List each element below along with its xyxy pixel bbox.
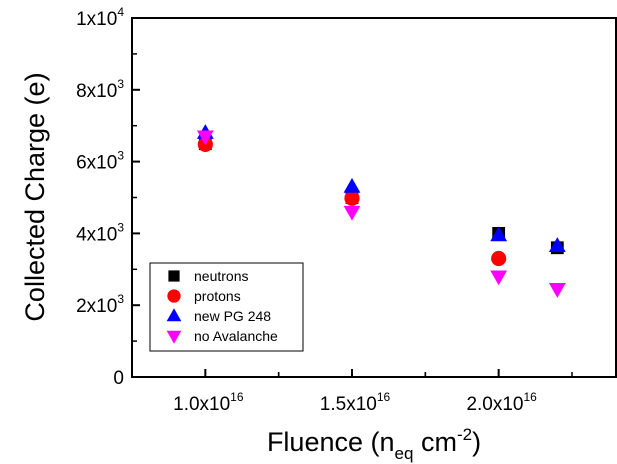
x-tick-label: 1.0x1016 bbox=[173, 390, 244, 415]
y-tick-label: 4x103 bbox=[76, 220, 124, 245]
data-point bbox=[548, 237, 566, 252]
legend-marker bbox=[166, 308, 182, 322]
x-axis: 1.0x1016 1.5x1016 2.0x1016 bbox=[173, 369, 573, 415]
legend-label: protons bbox=[194, 288, 241, 304]
series-neutrons bbox=[198, 137, 564, 255]
series-new-pg-248 bbox=[196, 124, 566, 252]
series-protons bbox=[197, 136, 507, 267]
x-axis-title: Fluence (neq cm-2) bbox=[267, 425, 481, 463]
legend-label: no Avalanche bbox=[194, 328, 278, 344]
data-point bbox=[491, 250, 507, 267]
legend-marker bbox=[168, 270, 180, 282]
legend-label: neutrons bbox=[194, 268, 248, 284]
y-tick-label: 1x104 bbox=[76, 5, 124, 30]
legend-marker bbox=[167, 289, 181, 303]
x-tick-label: 1.5x1016 bbox=[320, 390, 391, 415]
y-axis-title: Collected Charge (e) bbox=[20, 72, 50, 321]
data-points bbox=[196, 124, 566, 298]
y-tick-label: 2x103 bbox=[76, 292, 124, 317]
y-axis: 0 2x103 4x103 6x103 8x103 1x104 bbox=[76, 5, 140, 389]
legend-marker bbox=[166, 330, 182, 344]
data-point bbox=[343, 205, 361, 221]
y-tick-label: 8x103 bbox=[76, 77, 124, 102]
y-tick-label: 0 bbox=[113, 368, 124, 389]
y-tick-label: 6x103 bbox=[76, 149, 124, 174]
series-no-avalanche bbox=[196, 130, 566, 298]
data-point bbox=[490, 270, 508, 286]
legend-label: new PG 248 bbox=[194, 308, 271, 324]
data-point bbox=[343, 177, 361, 193]
x-tick-label: 2.0x1016 bbox=[466, 390, 537, 415]
data-point bbox=[196, 130, 214, 146]
data-point bbox=[344, 190, 360, 206]
data-point bbox=[548, 283, 566, 298]
legend: neutrons protons new PG 248 no Avalanche bbox=[149, 262, 304, 352]
data-point bbox=[490, 226, 508, 242]
